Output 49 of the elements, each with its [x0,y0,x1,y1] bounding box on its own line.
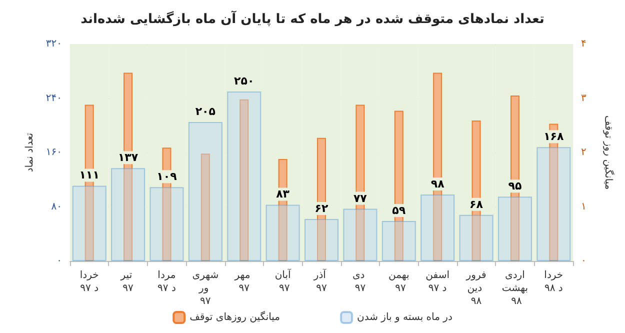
y-axis-title: تعداد نماد [24,132,36,172]
data-label: ۶۸ [470,198,484,211]
x-tick-label: تیر ۹۷ [120,270,136,294]
y-tick-label: ۳۲۰ [46,38,62,50]
y-tick-label: ۲۴۰ [46,92,62,104]
x-tick-label: اسفند ۹۷ [426,270,450,294]
data-label: ۲۰۵ [195,104,216,118]
data-label: ۱۶۸ [544,130,564,144]
data-label: ۶۲ [314,202,328,215]
x-tick-label: بهمن ۹۷ [388,270,410,294]
y2-tick-label: ۱ [581,201,586,212]
y2-tick-label: ۰ [581,256,586,266]
data-label: ۱۰۹ [156,170,178,184]
y-tick-label: ۸۰ [51,201,62,212]
x-tick-label: اردیبهشت ۹۸ [502,270,528,307]
bar [382,220,416,261]
bar [510,96,520,261]
bar [394,110,404,261]
y2-tick-label: ۲ [581,147,586,158]
data-label: ۲۵۰ [234,74,254,88]
bar [240,99,249,261]
data-label: ۱۳۷ [118,151,138,164]
bar [472,120,481,261]
data-label: ۹۵ [508,180,522,193]
y2-tick-label: ۳ [581,92,587,104]
data-label: ۷۷ [353,192,368,205]
y-tick-label: ۰ [56,256,62,266]
y2-axis-title: میانگین روز توقف [602,115,614,190]
x-tick-label: مرداد ۹۷ [158,270,176,294]
legend-label: در ماه بسته و باز شدن [357,312,452,323]
y-tick-label: ۱۶۰ [46,147,62,158]
data-label: ۸۳ [276,188,290,201]
y2-tick-label: ۴ [581,38,586,50]
x-tick-label: آبان ۹۷ [274,268,292,294]
data-label: ۹۸ [430,178,445,191]
data-label: ۱۱۱ [79,168,100,182]
x-tick-label: خرداد ۹۸ [544,270,564,294]
legend-label: میانگین روزهای توقف [190,311,280,323]
data-label: ۵۹ [392,204,406,217]
bar [356,104,365,261]
x-tick-label: مهر ۹۷ [234,270,254,294]
x-tick-label: دی ۹۷ [352,270,368,294]
x-tick-label: فرور دین ۹۸ [465,270,486,307]
x-tick-label: خرداد ۹۷ [80,270,99,294]
chart-title: تعداد نمادهای متوقف شده در هر ماه که تا پایان آن ماه بازگشایی شده‌اند [80,10,544,27]
bar [200,154,210,261]
x-tick-label: آذر ۹۷ [312,268,330,294]
bar [433,72,442,261]
x-tick-label: شهریور ۹۷ [192,270,219,307]
